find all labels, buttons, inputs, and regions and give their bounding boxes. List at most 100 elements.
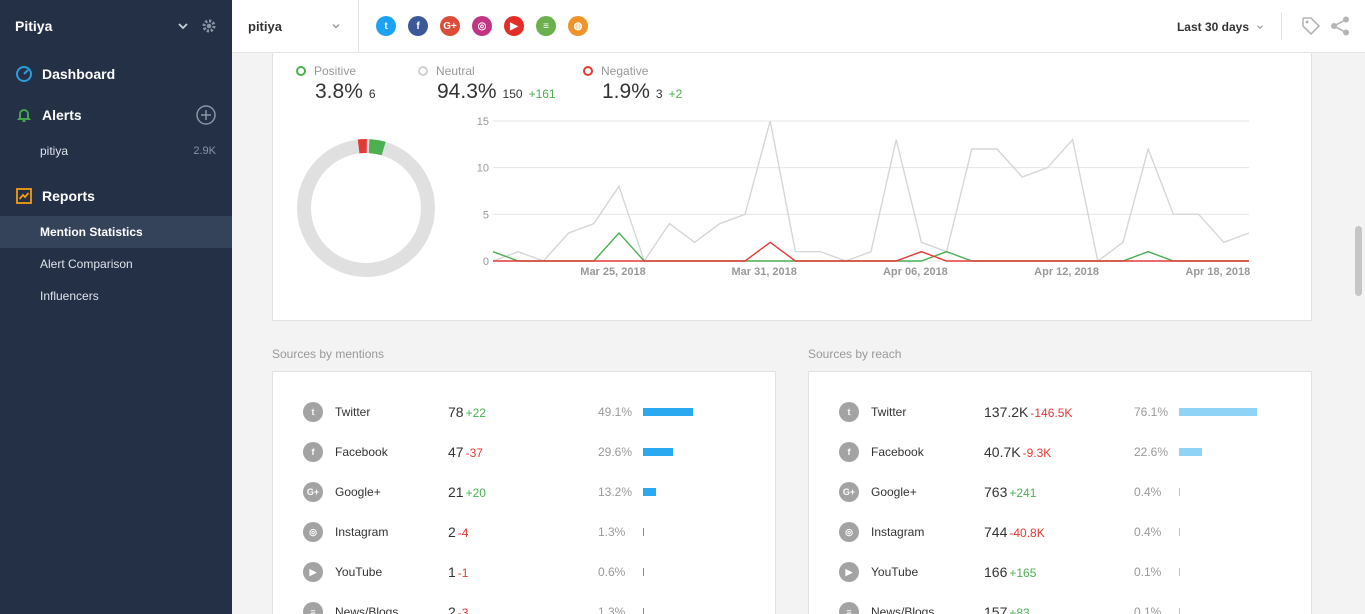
source-value-number: 47 — [448, 444, 464, 460]
gear-icon[interactable] — [201, 18, 217, 34]
scrollbar-thumb[interactable] — [1355, 226, 1362, 296]
source-percent: 13.2% — [598, 485, 633, 499]
sidebar-item-reports[interactable]: Reports — [0, 175, 232, 216]
add-alert-icon[interactable] — [195, 104, 217, 126]
source-value: 137.2K -146.5K — [984, 404, 1072, 420]
legend-neutral[interactable]: Neutral 94.3% 150 +161 — [418, 64, 556, 104]
source-value: 744 -40.8K — [984, 524, 1045, 540]
source-name: YouTube — [335, 565, 383, 579]
source-percent: 0.1% — [1134, 565, 1162, 579]
legend-label: Neutral — [436, 64, 475, 78]
source-change: -40.8K — [1009, 526, 1045, 540]
source-value: 157 +83 — [984, 604, 1030, 614]
sidebar-item-alert-comparison[interactable]: Alert Comparison — [0, 248, 232, 280]
neutral-pct: 94.3% — [437, 80, 497, 103]
source-change: -3 — [457, 606, 469, 614]
sidebar-item-dashboard[interactable]: Dashboard — [0, 53, 232, 94]
neutral-dot-icon — [418, 66, 428, 76]
project-title[interactable]: Pitiya — [15, 18, 53, 34]
legend-positive[interactable]: Positive 3.8% 6 — [296, 64, 376, 104]
source-change: +20 — [465, 486, 486, 500]
source-row: t Twitter 78 +22 49.1% — [303, 400, 743, 424]
sidebar-item-influencers[interactable]: Influencers — [0, 280, 232, 312]
source-value: 21 +20 — [448, 484, 486, 500]
sidebar-item-label: Mention Statistics — [40, 225, 143, 239]
source-percent: 76.1% — [1134, 405, 1169, 419]
news-icon[interactable]: ≡ — [536, 16, 556, 36]
source-value: 47 -37 — [448, 444, 483, 460]
chevron-down-icon — [1257, 24, 1263, 29]
source-share-bar — [1179, 408, 1257, 416]
alert-count: 2.9K — [193, 145, 216, 157]
facebook-icon: f — [839, 442, 859, 462]
network-filter: t f G+ ◎ ▶ ≡ ◍ — [376, 16, 600, 36]
neutral-count: 150 — [502, 87, 523, 101]
source-row: f Facebook 40.7K -9.3K 22.6% — [839, 440, 1279, 464]
google-plus-icon[interactable]: G+ — [440, 16, 460, 36]
source-row: G+ Google+ 21 +20 13.2% — [303, 480, 743, 504]
source-name: News/Blogs — [871, 605, 935, 614]
source-value: 1 -1 — [448, 564, 468, 580]
alert-select[interactable]: pitiya — [232, 0, 359, 53]
reports-icon — [15, 187, 33, 205]
date-range-select[interactable]: Last 30 days — [1177, 0, 1265, 53]
source-share-bar — [1179, 488, 1180, 496]
sidebar-item-mention-statistics[interactable]: Mention Statistics — [0, 216, 232, 248]
sources-by-mentions-title: Sources by mentions — [272, 347, 385, 361]
source-share-bar — [1179, 528, 1180, 536]
twitter-icon[interactable]: t — [376, 16, 396, 36]
source-value: 40.7K -9.3K — [984, 444, 1051, 460]
source-row: G+ Google+ 763 +241 0.4% — [839, 480, 1279, 504]
legend-negative[interactable]: Negative 1.9% 3 +2 — [583, 64, 682, 104]
y-tick-label: 15 — [477, 116, 489, 128]
source-value: 2 -3 — [448, 604, 468, 614]
y-tick-label: 5 — [483, 209, 489, 221]
sentiment-line-chart: 0 5 10 15 Mar 25, 2018 Mar 31, 2018 Apr 06, 20… — [477, 116, 1250, 278]
source-name: Facebook — [335, 445, 388, 459]
instagram-icon: ◎ — [303, 522, 323, 542]
source-percent: 0.4% — [1134, 485, 1162, 499]
sidebar-item-alerts[interactable]: Alerts — [0, 94, 232, 135]
legend-label: Negative — [601, 64, 649, 78]
source-value-number: 40.7K — [984, 444, 1021, 460]
source-percent: 1.3% — [598, 605, 626, 614]
x-tick-label: Mar 31, 2018 — [731, 266, 796, 278]
web-icon[interactable]: ◍ — [568, 16, 588, 36]
y-tick-label: 0 — [483, 256, 489, 268]
tag-icon[interactable] — [1301, 16, 1321, 36]
facebook-icon: f — [303, 442, 323, 462]
sidebar-alert-pitiya[interactable]: pitiya 2.9K — [0, 135, 232, 167]
instagram-icon[interactable]: ◎ — [472, 16, 492, 36]
source-percent: 0.6% — [598, 565, 626, 579]
divider — [1281, 12, 1282, 40]
google-plus-icon: G+ — [303, 482, 323, 502]
scrollbar-track[interactable] — [1353, 53, 1365, 614]
source-name: Facebook — [871, 445, 924, 459]
source-percent: 1.3% — [598, 525, 626, 539]
source-value-number: 166 — [984, 564, 1008, 580]
x-tick-label: Apr 12, 2018 — [1034, 266, 1099, 278]
source-change: +83 — [1009, 606, 1030, 614]
source-value-number: 763 — [984, 484, 1008, 500]
sources-by-reach-card: t Twitter 137.2K -146.5K 76.1% f Facebook 40.7K… — [808, 371, 1312, 614]
google-plus-icon: G+ — [839, 482, 859, 502]
chevron-down-icon[interactable] — [175, 18, 191, 34]
source-name: Instagram — [871, 525, 925, 539]
source-share-bar — [643, 528, 645, 536]
sentiment-card: Positive 3.8% 6 Neutral 94.3% 150 +161 N… — [272, 53, 1312, 321]
source-change: +241 — [1009, 486, 1037, 500]
source-share-bar — [643, 488, 657, 496]
sidebar-item-label: Alert Comparison — [40, 257, 133, 271]
share-icon[interactable] — [1329, 15, 1351, 37]
sentiment-donut-chart — [297, 139, 435, 277]
news-icon: ≡ — [303, 602, 323, 614]
youtube-icon[interactable]: ▶ — [504, 16, 524, 36]
source-name: Twitter — [335, 405, 371, 419]
sources-by-mentions-card: t Twitter 78 +22 49.1% f Facebook 47 -37 29.6% G+ G… — [272, 371, 776, 614]
source-name: Twitter — [871, 405, 907, 419]
source-value-number: 78 — [448, 404, 464, 420]
donut-slice-positive — [368, 139, 386, 156]
source-value: 763 +241 — [984, 484, 1036, 500]
facebook-icon[interactable]: f — [408, 16, 428, 36]
sidebar-item-label: Alerts — [42, 106, 82, 123]
